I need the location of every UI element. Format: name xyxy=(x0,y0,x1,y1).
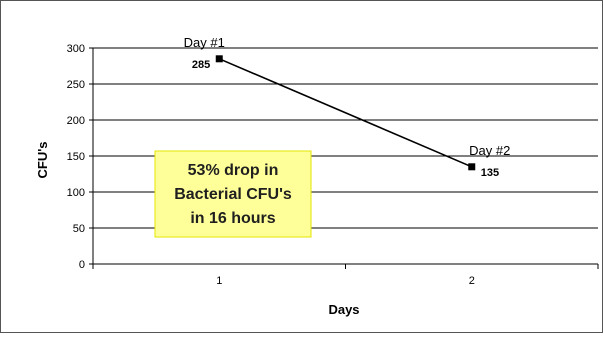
series-line xyxy=(218,58,473,168)
y-tick-label: 150 xyxy=(67,151,85,163)
callout-line-2: Bacterial CFU's xyxy=(174,186,292,203)
x-tick-label: 2 xyxy=(469,275,475,287)
y-axis-title: CFU's xyxy=(35,141,50,178)
data-label: 135 xyxy=(481,167,499,179)
data-point xyxy=(468,163,476,171)
y-tick-label: 200 xyxy=(67,115,85,127)
data-point xyxy=(215,55,223,63)
y-tick-label: 0 xyxy=(79,259,85,271)
y-tick-label: 300 xyxy=(67,43,85,55)
y-tick-label: 50 xyxy=(73,223,85,235)
callout-line-1: 53% drop in xyxy=(188,162,279,179)
annotation: 53% drop in Bacterial CFU's in 16 hours xyxy=(154,150,312,238)
data-label: 285 xyxy=(192,59,210,71)
x-tick-label: 1 xyxy=(216,275,222,287)
x-axis-title: Days xyxy=(328,302,359,317)
callout-box xyxy=(154,150,312,238)
y-tick-labels: 0 50 100 150 200 250 300 xyxy=(67,43,85,271)
callout-line-3: in 16 hours xyxy=(190,210,275,227)
series: 285 Day #1 135 Day #2 xyxy=(184,35,511,179)
point-tag: Day #1 xyxy=(184,35,225,50)
point-tag: Day #2 xyxy=(469,143,510,158)
y-tick-label: 100 xyxy=(67,187,85,199)
y-tick-label: 250 xyxy=(67,79,85,91)
axes xyxy=(89,47,599,269)
